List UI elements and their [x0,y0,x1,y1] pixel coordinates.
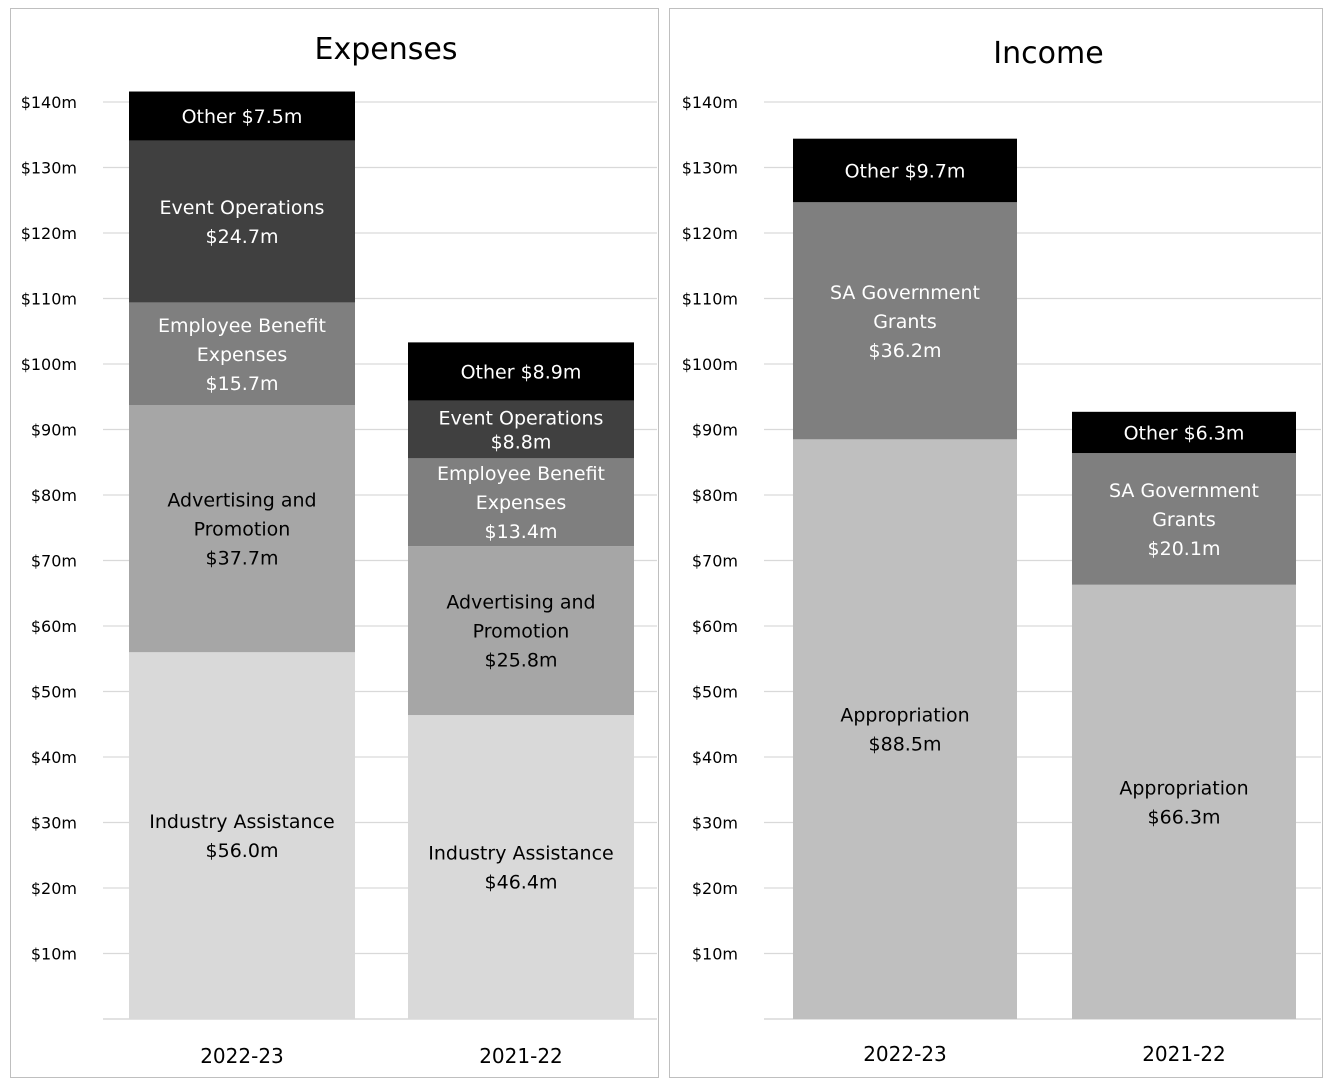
expenses-bar-2022-23-employee-benefit-expenses [129,302,355,406]
expenses-data-label: Advertising and Promotion $25.8m [446,592,595,672]
expenses-bar-2021-22-industry-assistance [408,715,634,1019]
income-y-tick-label: $100m [682,355,738,374]
expenses-data-label: Industry Assistance $56.0m [149,811,334,862]
expenses-data-label: Advertising and Promotion $37.7m [167,490,316,570]
income-y-tick-label: $30m [692,814,738,833]
income-y-tick-label: $90m [692,421,738,440]
income-y-tick-label: $40m [692,748,738,767]
income-y-tick-label: $50m [692,683,738,702]
expenses-bar-2022-23-advertising-and-promotion [129,405,355,653]
income-x-category-label: 2021-22 [1142,1042,1226,1066]
income-data-label: Appropriation $88.5m [840,705,969,756]
expenses-data-label: Employee Benefit Expenses $13.4m [437,463,605,543]
expenses-y-tick-label: $120m [21,224,77,243]
income-y-tick-label: $110m [682,290,738,309]
expenses-y-tick-label: $30m [31,814,77,833]
income-bar-2022-23-sa-government-grants [793,202,1017,440]
expenses-y-tick-label: $60m [31,617,77,636]
expenses-data-label: Event Operations $24.7m [160,197,325,248]
expenses-bar-2021-22-advertising-and-promotion [408,546,634,716]
income-bar-2022-23-other [793,138,1017,203]
income-data-label: Other $9.7m [845,160,966,182]
expenses-y-tick-label: $70m [31,552,77,571]
expenses-y-tick-label: $20m [31,879,77,898]
income-bar-2021-22-sa-government-grants [1072,453,1296,585]
expenses-data-label: Industry Assistance $46.4m [428,843,613,894]
expenses-y-tick-label: $130m [21,159,77,178]
expenses-y-tick-label: $10m [31,945,77,964]
income-y-tick-label: $130m [682,159,738,178]
expenses-y-tick-label: $100m [21,355,77,374]
expenses-y-tick-label: $110m [21,290,77,309]
income-y-tick-label: $70m [692,552,738,571]
expenses-bar-2022-23-other [129,91,355,141]
income-data-label: SA Government Grants $20.1m [1109,480,1259,560]
income-data-label: Appropriation $66.3m [1119,777,1248,828]
income-y-tick-label: $140m [682,93,738,112]
expenses-x-category-label: 2022-23 [200,1044,284,1068]
expenses-chart-panel: Expenses $10m $20m $30m $40m $50m $60m $70m $80m… [10,8,659,1078]
income-bar-2021-22-appropriation [1072,584,1296,1019]
income-y-tick-label: $120m [682,224,738,243]
expenses-y-tick-label: $90m [31,421,77,440]
expenses-data-label: Event Operations $8.8m [439,408,604,454]
income-bar-2021-22-other [1072,411,1296,454]
expenses-data-label: Employee Benefit Expenses $15.7m [158,315,326,395]
expenses-data-label: Other $8.9m [461,362,582,384]
income-chart-panel: Income $10m $20m $30m $40m $50m $60m $70m $80m $9… [669,8,1323,1078]
expenses-y-tick-label: $50m [31,683,77,702]
expenses-data-label: Other $7.5m [182,106,303,128]
income-y-tick-label: $60m [692,617,738,636]
income-bar-2022-23-appropriation [793,439,1017,1019]
income-data-label: Other $6.3m [1124,422,1245,444]
expenses-bar-2021-22-other [408,342,634,401]
income-chart-title: Income [993,36,1103,71]
expenses-bar-2021-22-employee-benefit-expenses [408,458,634,547]
expenses-x-category-label: 2021-22 [479,1044,563,1068]
income-y-tick-label: $10m [692,945,738,964]
income-data-label: SA Government Grants $36.2m [830,282,980,362]
expenses-chart: Expenses $10m $20m $30m $40m $50m $60m $70m $80m… [21,32,657,1068]
expenses-y-tick-label: $40m [31,748,77,767]
expenses-y-tick-label: $140m [21,93,77,112]
income-x-category-label: 2022-23 [863,1042,947,1066]
expenses-chart-title: Expenses [315,32,458,67]
income-y-tick-label: $20m [692,879,738,898]
expenses-bar-2021-22-event-operations [408,400,634,459]
expenses-bar-2022-23-industry-assistance [129,652,355,1019]
income-chart: Income $10m $20m $30m $40m $50m $60m $70m $80m $9… [682,36,1321,1066]
income-y-tick-label: $80m [692,486,738,505]
expenses-bar-2022-23-event-operations [129,140,355,303]
expenses-y-tick-label: $80m [31,486,77,505]
